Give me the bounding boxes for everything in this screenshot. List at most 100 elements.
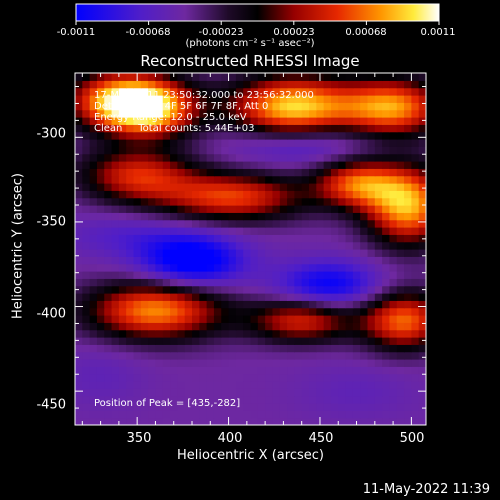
heatmap-cell [206, 161, 215, 169]
heatmap-cell [104, 293, 113, 301]
heatmap-cell [126, 322, 135, 331]
heatmap-cell [411, 366, 420, 375]
heatmap-cell [133, 102, 142, 111]
heatmap-cell [133, 227, 142, 235]
heatmap-cell [279, 263, 288, 272]
heatmap-cell [338, 117, 347, 125]
heatmap-cell [206, 109, 215, 118]
heatmap-cell [418, 212, 426, 221]
heatmap-cell [301, 161, 310, 169]
heatmap-cell [155, 388, 164, 397]
heatmap-cell [389, 153, 398, 162]
heatmap-cell [272, 146, 281, 155]
heatmap-cell [374, 263, 383, 272]
heatmap-cell [228, 337, 237, 345]
heatmap-cell [192, 73, 200, 81]
heatmap-cell [418, 227, 426, 235]
heatmap-cell [213, 417, 222, 425]
heatmap-cell [257, 381, 266, 389]
heatmap-cell [294, 315, 303, 323]
heatmap-cell [243, 153, 252, 162]
heatmap-cell [140, 124, 149, 133]
heatmap-cell [374, 410, 383, 419]
heatmap-cell [389, 87, 398, 96]
heatmap-cell [184, 285, 193, 294]
heatmap-cell [75, 153, 83, 162]
heatmap-cell [411, 212, 420, 221]
heatmap-cell [360, 124, 369, 133]
heatmap-cell [221, 102, 230, 111]
heatmap-cell [389, 329, 398, 338]
heatmap-cell [118, 410, 127, 419]
heatmap-cell [279, 219, 288, 228]
heatmap-cell [411, 241, 420, 250]
heatmap-cell [345, 315, 354, 323]
heatmap-cell [418, 256, 426, 265]
heatmap-cell [104, 278, 113, 287]
heatmap-cell [133, 271, 142, 279]
heatmap-cell [126, 161, 135, 169]
heatmap-cell [323, 87, 332, 96]
heatmap-cell [411, 73, 420, 81]
heatmap-cell [330, 322, 339, 331]
heatmap-cell [82, 263, 91, 272]
heatmap-cell [330, 212, 339, 221]
heatmap-cell [89, 403, 98, 411]
heatmap-cell [133, 307, 142, 316]
heatmap-cell [360, 329, 369, 338]
heatmap-cell [162, 183, 171, 191]
heatmap-cell [360, 117, 369, 125]
heatmap-cell [294, 109, 303, 118]
heatmap-cell [382, 234, 391, 243]
heatmap-cell [257, 131, 266, 140]
heatmap-cell [155, 124, 164, 133]
heatmap-cell [345, 417, 354, 425]
heatmap-cell [309, 87, 317, 96]
heatmap-cell [316, 190, 325, 199]
heatmap-cell [140, 168, 149, 177]
heatmap-cell [287, 197, 295, 206]
heatmap-cell [352, 388, 361, 397]
heatmap-cell [257, 256, 266, 265]
heatmap-cell [82, 388, 91, 397]
heatmap-cell [118, 153, 127, 162]
heatmap-cell [192, 80, 200, 89]
heatmap-cell [162, 80, 171, 89]
heatmap-cell [162, 366, 171, 375]
heatmap-cell [389, 344, 398, 353]
heatmap-cell [133, 410, 142, 419]
heatmap-cell [389, 190, 398, 199]
heatmap-cell [294, 73, 303, 81]
heatmap-cell [265, 175, 274, 184]
heatmap-cell [213, 73, 222, 81]
heatmap-cell [250, 300, 259, 309]
heatmap-cell [404, 102, 412, 111]
heatmap-cell [418, 234, 426, 243]
heatmap-cell [404, 263, 412, 272]
heatmap-cell [140, 139, 149, 147]
heatmap-cell [140, 73, 149, 81]
heatmap-cell [301, 124, 310, 133]
heatmap-cell [118, 271, 127, 279]
heatmap-cell [250, 102, 259, 111]
heatmap-cell [330, 381, 339, 389]
heatmap-cell [389, 161, 398, 169]
heatmap-cell [316, 359, 325, 367]
heatmap-cell [301, 337, 310, 345]
heatmap-cell [374, 329, 383, 338]
heatmap-cell [367, 139, 376, 147]
heatmap-cell [111, 212, 120, 221]
heatmap-cell [140, 403, 149, 411]
heatmap-cell [411, 197, 420, 206]
heatmap-cell [184, 124, 193, 133]
heatmap-cell [206, 212, 215, 221]
heatmap-cell [382, 388, 391, 397]
heatmap-cell [374, 307, 383, 316]
heatmap-cell [330, 197, 339, 206]
heatmap-cell [316, 212, 325, 221]
heatmap-cell [126, 278, 135, 287]
heatmap-cell [345, 168, 354, 177]
heatmap-cell [382, 219, 391, 228]
heatmap-cell [287, 329, 295, 338]
